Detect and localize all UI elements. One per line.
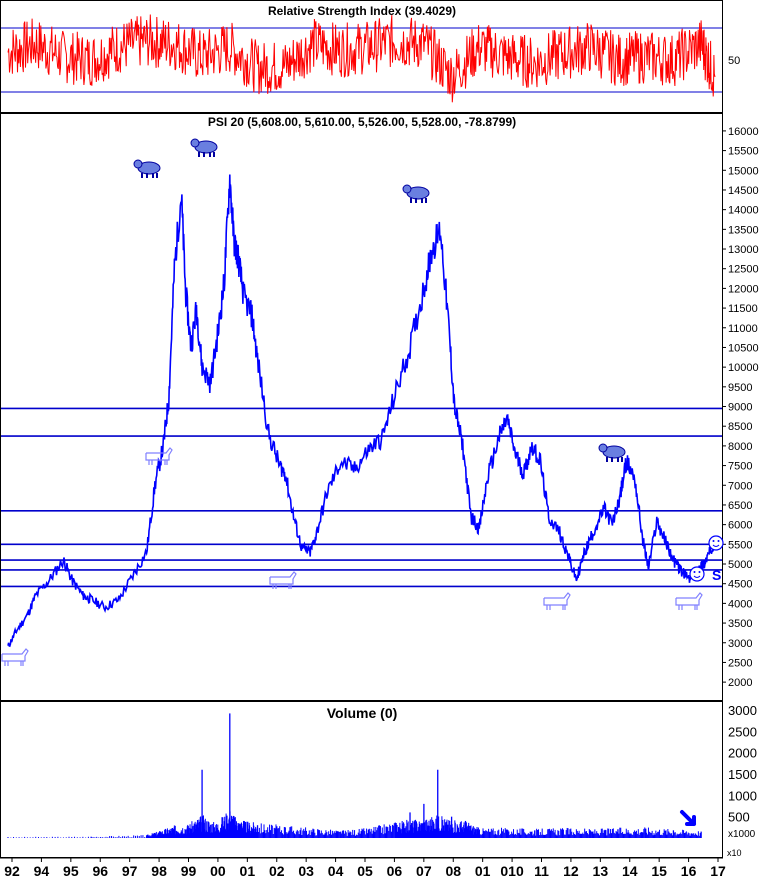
price-tick-label: 12500 xyxy=(728,264,759,276)
price-tick-label: 14000 xyxy=(728,205,759,217)
price-tick-label: 5000 xyxy=(728,559,752,571)
x-tick-label: 06 xyxy=(387,863,403,879)
volume-title: Volume (0) xyxy=(327,705,398,721)
price-tick-label: 11500 xyxy=(728,303,758,315)
rsi-series-line xyxy=(7,14,716,103)
x-tick-label: 99 xyxy=(181,863,197,879)
price-tick-label: 14500 xyxy=(728,185,759,197)
x-tick-label: 94 xyxy=(34,863,50,879)
x-tick-label: 96 xyxy=(92,863,108,879)
price-title: PSI 20 (5,608.00, 5,610.00, 5,526.00, 5,… xyxy=(208,115,516,129)
s-annotation: S xyxy=(712,567,721,583)
price-tick-label: 3000 xyxy=(728,638,752,650)
x-tick-label: 01 xyxy=(240,863,256,879)
bull-icon xyxy=(675,592,703,610)
volume-tick-label: 500 xyxy=(728,810,750,825)
x-tick-label: 95 xyxy=(63,863,79,879)
volume-tick-label: 1000 xyxy=(728,788,757,803)
price-tick-label: 6000 xyxy=(728,520,752,532)
rsi-panel-frame xyxy=(0,0,723,113)
price-panel: PSI 20 (5,608.00, 5,610.00, 5,526.00, 5,… xyxy=(0,113,759,826)
x-tick-label: 01 xyxy=(475,863,491,879)
bull-icon xyxy=(1,648,29,666)
x-tick-label: 03 xyxy=(298,863,314,879)
volume-panel: Volume (0) 3000 2500 2000 1500 1000 500 x1000… xyxy=(0,701,757,858)
x-tick-label: 16 xyxy=(681,863,697,879)
price-tick-label: 10500 xyxy=(728,342,759,354)
volume-unit-label: x1000 xyxy=(728,829,756,840)
x-tick-label: 97 xyxy=(122,863,138,879)
price-panel-frame xyxy=(0,113,723,701)
bear-icon xyxy=(598,443,626,462)
bear-icon xyxy=(402,184,430,203)
bear-icon xyxy=(190,138,218,157)
x-tick-label: 15 xyxy=(651,863,667,879)
price-tick-label: 7000 xyxy=(728,480,752,492)
price-tick-label: 13000 xyxy=(728,244,759,256)
x-tick-label: 08 xyxy=(445,863,461,879)
price-tick-label: 8000 xyxy=(728,441,752,453)
price-tick-label: 6500 xyxy=(728,500,752,512)
arrow-down-right-icon xyxy=(680,810,696,826)
rsi-tick-label: 50 xyxy=(728,55,740,67)
bull-icon xyxy=(269,571,297,589)
price-tick-label: 4000 xyxy=(728,598,752,610)
volume-tick-label: 3000 xyxy=(728,703,757,718)
bull-icon xyxy=(543,592,571,610)
price-tick-label: 2500 xyxy=(728,657,752,669)
price-tick-label: 16000 xyxy=(728,126,759,138)
x-tick-label: 04 xyxy=(328,863,344,879)
bear-icon xyxy=(133,159,161,178)
rsi-panel: Relative Strength Index (39.4029) 50 xyxy=(0,0,740,113)
x-tick-label: 02 xyxy=(269,863,285,879)
smiley-icon xyxy=(708,535,724,551)
x-tick-label: 05 xyxy=(357,863,373,879)
x-axis: 92 94 95 96 97 98 99 00 01 02 03 04 05 06 07 08 01 010 11 1… xyxy=(0,857,726,879)
price-tick-label: 3500 xyxy=(728,618,752,630)
x-tick-label: 010 xyxy=(500,863,524,879)
x-tick-label: 07 xyxy=(416,863,432,879)
price-tick-label: 7500 xyxy=(728,461,752,473)
x-tick-label: 12 xyxy=(563,863,579,879)
price-tick-label: 15000 xyxy=(728,165,759,177)
volume-tick-label: 2500 xyxy=(728,724,757,739)
bull-icon xyxy=(145,447,173,465)
volume-tick-label: 1500 xyxy=(728,767,757,782)
x-tick-label: 92 xyxy=(4,863,20,879)
x-tick-label: 98 xyxy=(151,863,167,879)
price-tick-label: 11000 xyxy=(728,323,758,335)
x-tick-label: 14 xyxy=(622,863,638,879)
smiley-icon xyxy=(689,566,705,582)
x-tick-label: 11 xyxy=(534,863,549,879)
rsi-title: Relative Strength Index (39.4029) xyxy=(268,4,456,18)
x-tick-label: 13 xyxy=(593,863,609,879)
price-tick-label: 2000 xyxy=(728,677,752,689)
volume-tick-label: 2000 xyxy=(728,746,757,761)
price-tick-label: 13500 xyxy=(728,224,759,236)
price-tick-label: 9500 xyxy=(728,382,752,394)
x-tick-label: 00 xyxy=(210,863,226,879)
price-tick-label: 4500 xyxy=(728,579,752,591)
price-tick-label: 12000 xyxy=(728,283,759,295)
x-tick-label: 17 xyxy=(710,863,726,879)
price-series-line xyxy=(7,174,715,648)
price-tick-label: 8500 xyxy=(728,421,752,433)
price-tick-label: 15500 xyxy=(728,146,759,158)
price-tick-label: 10000 xyxy=(728,362,759,374)
volume-unit-label-2: x10 xyxy=(727,848,742,858)
price-tick-label: 5500 xyxy=(728,539,752,551)
price-tick-label: 9000 xyxy=(728,402,752,414)
